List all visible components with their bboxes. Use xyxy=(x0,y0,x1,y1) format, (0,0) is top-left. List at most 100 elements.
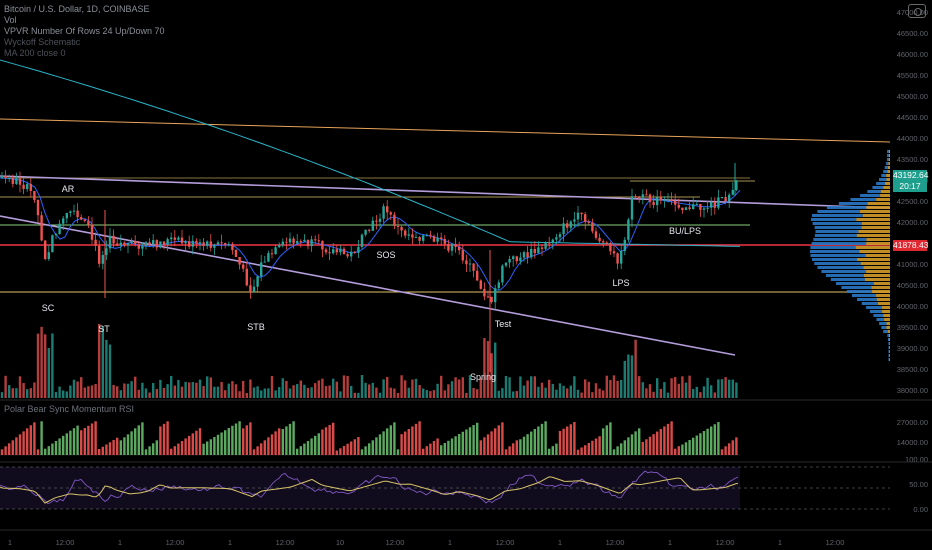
candle-body xyxy=(371,220,374,231)
candle-body xyxy=(425,234,428,236)
volume-bar xyxy=(256,386,259,398)
volume-profile-bar xyxy=(880,190,890,193)
momentum-bar xyxy=(188,435,191,455)
momentum-bar xyxy=(454,436,457,455)
momentum-bar xyxy=(80,430,83,455)
volume-profile-bar xyxy=(859,250,890,253)
current-price-badge: 43192.64 20:17 xyxy=(893,170,929,192)
momentum-bar xyxy=(220,432,223,455)
volume-bar xyxy=(400,375,403,398)
candle-body xyxy=(724,197,727,202)
legend-wyckoff[interactable]: Wyckoff Schematic xyxy=(4,37,81,47)
volume-bar xyxy=(429,391,432,398)
volume-bar xyxy=(580,392,583,398)
momentum-bar xyxy=(371,440,374,455)
volume-profile-bar xyxy=(888,354,890,357)
candle-body xyxy=(353,251,356,253)
camera-icon[interactable] xyxy=(908,4,926,18)
candle-body xyxy=(602,241,605,243)
volume-bar xyxy=(447,384,450,398)
osc-axis-tick: 0.00 xyxy=(913,505,928,514)
volume-bar xyxy=(321,378,324,398)
momentum-bar xyxy=(677,446,680,455)
momentum-bar xyxy=(134,428,137,455)
momentum-bar xyxy=(386,428,389,455)
indicator-title[interactable]: Polar Bear Sync Momentum RSI xyxy=(4,404,135,414)
volume-profile-bar xyxy=(821,270,867,273)
volume-bar xyxy=(512,391,515,398)
momentum-bar xyxy=(159,426,162,455)
candle-body xyxy=(436,237,439,242)
momentum-bar xyxy=(630,434,634,455)
volume-profile-bar xyxy=(811,214,863,217)
candle-body xyxy=(101,254,104,264)
momentum-bar xyxy=(663,426,666,455)
momentum-bar xyxy=(335,450,338,455)
volume-bar xyxy=(432,390,436,398)
volume-bar xyxy=(386,376,389,398)
candle-body xyxy=(177,237,180,240)
candle-body xyxy=(306,239,310,247)
momentum-bar xyxy=(375,437,378,455)
legend-vpvr[interactable]: VPVR Number Of Rows 24 Up/Down 70 xyxy=(4,26,165,36)
momentum-bar xyxy=(270,434,274,455)
volume-bar xyxy=(332,378,335,398)
momentum-bar xyxy=(555,443,558,455)
current-price-label: 43192.64 xyxy=(893,170,929,180)
candle-body xyxy=(324,249,328,253)
momentum-bar xyxy=(537,426,540,455)
volume-profile-bar xyxy=(859,210,890,213)
candle-body xyxy=(486,296,490,298)
momentum-bar xyxy=(310,438,313,455)
candle-body xyxy=(72,210,76,212)
volume-bar xyxy=(382,379,385,398)
momentum-bar xyxy=(170,448,173,455)
volume-profile-bar xyxy=(889,354,890,357)
candle-body xyxy=(652,201,655,206)
momentum-bar xyxy=(18,434,22,455)
candle-body xyxy=(267,253,270,262)
wyckoff-label: SC xyxy=(42,303,55,313)
time-axis-tick: 12:00 xyxy=(716,538,735,547)
legend-ma[interactable]: MA 200 close 0 xyxy=(4,48,66,58)
volume-bar xyxy=(540,382,544,398)
volume-bar xyxy=(270,376,274,398)
candle-body xyxy=(728,194,731,202)
volume-bar xyxy=(62,390,65,398)
momentum-bar xyxy=(494,428,497,455)
volume-bar xyxy=(479,377,482,398)
momentum-bar xyxy=(87,425,90,455)
volume-bar xyxy=(476,389,479,398)
momentum-bar xyxy=(288,423,292,455)
momentum-bar xyxy=(728,443,731,455)
candle-body xyxy=(641,194,644,198)
volume-bar xyxy=(80,377,83,398)
volume-profile-bar xyxy=(876,182,885,185)
volume-bar xyxy=(602,390,605,398)
momentum-bar xyxy=(486,434,490,455)
volume-bar xyxy=(598,388,601,398)
volume-profile-bar xyxy=(881,306,890,309)
price-axis-tick: 42500.00 xyxy=(897,197,928,206)
volume-bar xyxy=(634,339,637,398)
momentum-bar xyxy=(299,446,302,455)
candle-body xyxy=(638,197,641,199)
momentum-bar xyxy=(562,428,565,455)
candle-body xyxy=(400,226,403,231)
legend-symbol[interactable]: Bitcoin / U.S. Dollar, 1D, COINBASE xyxy=(4,4,150,14)
volume-bar xyxy=(76,381,79,398)
volume-profile-bar xyxy=(830,278,865,281)
volume-bar xyxy=(605,375,608,398)
momentum-bar xyxy=(22,431,25,455)
volume-profile-bar xyxy=(838,202,868,205)
volume-bar xyxy=(544,387,547,398)
legend-volume[interactable]: Vol xyxy=(4,15,17,25)
volume-bar xyxy=(645,388,648,398)
momentum-bar xyxy=(674,448,677,455)
osc-axis-tick: 27000.00 xyxy=(897,418,928,427)
candle-body xyxy=(526,252,529,258)
volume-bar xyxy=(339,391,342,398)
momentum-bar xyxy=(94,421,97,455)
candle-body xyxy=(411,234,414,238)
